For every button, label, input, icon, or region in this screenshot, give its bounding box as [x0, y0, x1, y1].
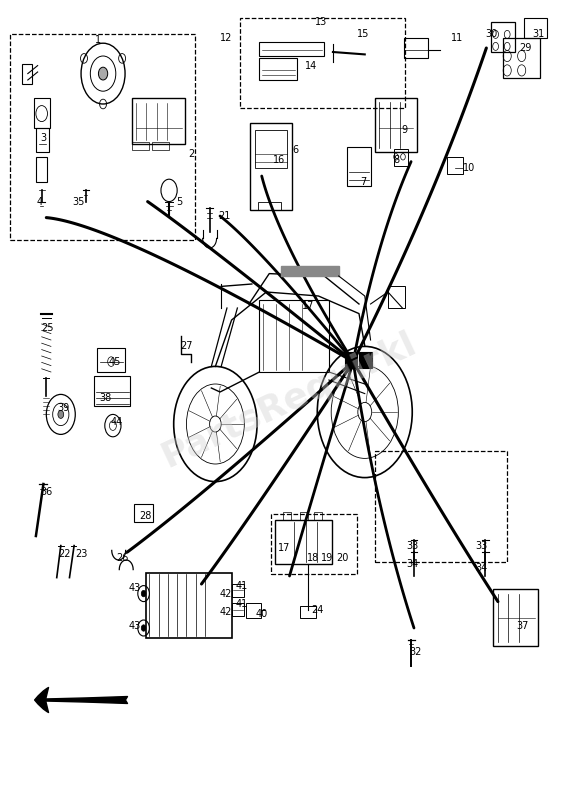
Text: 18: 18 — [306, 553, 319, 562]
Text: 42: 42 — [219, 607, 232, 617]
Text: 37: 37 — [516, 621, 529, 630]
Bar — [246, 603, 261, 618]
Text: 43: 43 — [128, 583, 141, 593]
Text: 6: 6 — [292, 146, 298, 155]
Text: 4: 4 — [36, 197, 42, 206]
Bar — [232, 584, 244, 597]
Text: 11: 11 — [451, 34, 464, 43]
Bar — [375, 98, 417, 152]
Text: 27: 27 — [180, 341, 193, 350]
Polygon shape — [281, 266, 339, 276]
Text: 43: 43 — [128, 621, 141, 630]
Bar — [259, 300, 329, 372]
Text: 41: 41 — [236, 599, 248, 609]
Text: 33: 33 — [406, 541, 419, 550]
Circle shape — [141, 625, 146, 631]
Bar — [345, 352, 357, 368]
Text: 1: 1 — [96, 35, 101, 45]
Bar — [36, 157, 47, 182]
Bar — [22, 64, 32, 84]
Bar — [275, 520, 332, 564]
Bar — [493, 589, 538, 646]
Text: 21: 21 — [218, 211, 231, 221]
Bar — [255, 130, 287, 168]
Bar — [300, 512, 308, 520]
Text: 24: 24 — [311, 605, 324, 614]
Text: 33: 33 — [475, 541, 488, 550]
Text: 15: 15 — [357, 29, 370, 38]
Bar — [271, 514, 357, 574]
Bar — [250, 123, 292, 210]
Text: 35: 35 — [72, 197, 85, 206]
Text: 13: 13 — [315, 18, 328, 27]
Text: 41: 41 — [236, 581, 248, 590]
Circle shape — [141, 590, 146, 597]
Bar — [132, 98, 185, 144]
Text: 2: 2 — [188, 149, 194, 158]
Text: 40: 40 — [255, 610, 268, 619]
Bar — [259, 58, 297, 80]
Bar — [97, 348, 125, 372]
Bar — [36, 128, 49, 152]
Bar — [359, 352, 372, 368]
Text: 7: 7 — [361, 178, 367, 187]
Text: 42: 42 — [219, 589, 232, 598]
Bar — [314, 512, 322, 520]
Text: 34: 34 — [475, 563, 488, 573]
Text: 16: 16 — [273, 155, 285, 165]
Text: 28: 28 — [140, 511, 152, 521]
Text: 20: 20 — [336, 553, 349, 562]
Text: 38: 38 — [99, 394, 112, 403]
Bar — [491, 22, 515, 52]
Text: 8: 8 — [394, 155, 400, 165]
Bar — [388, 286, 405, 308]
Bar — [503, 38, 540, 78]
Bar — [447, 157, 463, 174]
Circle shape — [98, 67, 108, 80]
Text: PartsRequirkl: PartsRequirkl — [157, 326, 422, 474]
Text: 29: 29 — [519, 43, 532, 53]
Bar — [94, 376, 130, 406]
Bar — [10, 34, 195, 240]
Text: 26: 26 — [116, 554, 129, 563]
Bar — [152, 142, 169, 150]
Bar — [347, 147, 371, 186]
Text: 9: 9 — [401, 125, 407, 134]
Text: 19: 19 — [321, 553, 334, 562]
Text: 25: 25 — [41, 323, 54, 333]
Text: 3: 3 — [41, 133, 46, 142]
Bar — [232, 603, 244, 616]
Bar — [283, 512, 291, 520]
Text: 30: 30 — [485, 29, 497, 38]
Text: 44: 44 — [111, 418, 123, 427]
Bar — [134, 504, 153, 522]
Bar — [375, 451, 507, 562]
Bar — [240, 18, 405, 108]
Text: 36: 36 — [40, 487, 53, 497]
Text: 12: 12 — [219, 34, 232, 43]
Text: 34: 34 — [406, 559, 419, 569]
Text: 17: 17 — [302, 301, 314, 310]
Text: 39: 39 — [57, 403, 70, 413]
Bar — [258, 202, 281, 210]
Text: 17: 17 — [277, 543, 290, 553]
Text: 31: 31 — [532, 29, 545, 38]
Bar — [259, 42, 324, 56]
Bar — [394, 149, 408, 166]
Text: 14: 14 — [305, 61, 318, 70]
Bar — [34, 98, 50, 128]
Bar — [524, 18, 547, 38]
Circle shape — [58, 410, 64, 418]
Text: 10: 10 — [463, 163, 475, 173]
Bar — [300, 606, 316, 618]
Bar — [146, 573, 232, 638]
Text: 22: 22 — [58, 549, 71, 558]
Bar — [132, 142, 149, 150]
Text: 5: 5 — [177, 197, 182, 206]
Text: 23: 23 — [75, 549, 87, 558]
Text: 32: 32 — [409, 647, 422, 657]
Text: 45: 45 — [108, 357, 121, 366]
Bar — [404, 38, 428, 58]
